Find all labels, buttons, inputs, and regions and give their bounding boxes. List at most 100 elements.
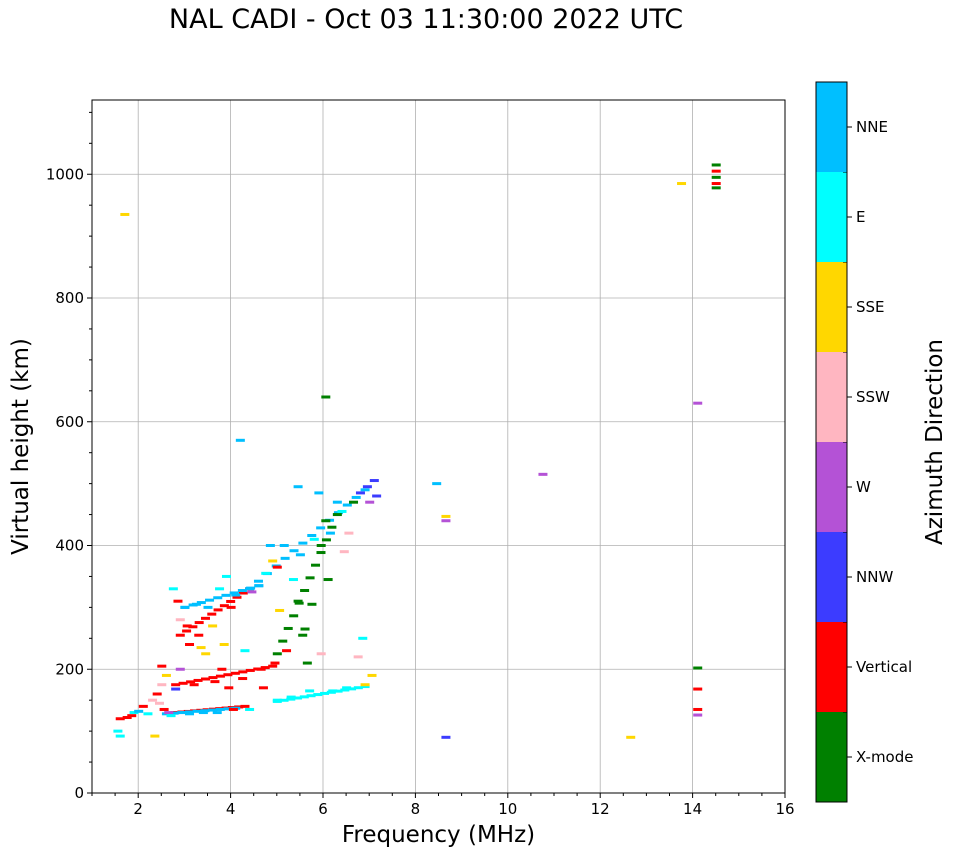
data-point xyxy=(342,503,352,507)
data-point xyxy=(677,182,687,186)
colorbar-segment xyxy=(816,532,847,622)
y-tick-label: 600 xyxy=(55,413,84,431)
data-point xyxy=(337,509,347,513)
data-point xyxy=(171,683,181,687)
data-point xyxy=(300,589,310,592)
x-tick-label: 6 xyxy=(318,800,328,818)
y-tick-label: 200 xyxy=(55,660,84,678)
data-point xyxy=(254,584,264,588)
data-point xyxy=(113,729,123,733)
y-tick-label: 0 xyxy=(74,784,84,802)
data-point xyxy=(192,709,202,713)
data-point xyxy=(693,401,703,405)
data-point xyxy=(441,519,451,523)
data-point xyxy=(289,549,299,553)
data-point xyxy=(182,624,192,628)
data-point xyxy=(256,667,266,671)
colorbar-segment xyxy=(816,442,847,532)
data-point xyxy=(313,693,323,697)
data-point xyxy=(185,643,195,646)
x-tick-label: 8 xyxy=(411,800,421,818)
data-point xyxy=(245,707,255,711)
data-point xyxy=(240,649,250,653)
data-point xyxy=(238,670,248,674)
data-point xyxy=(152,692,162,696)
x-tick-label: 2 xyxy=(133,800,143,818)
colorbar-tick-label: NNW xyxy=(856,568,893,586)
data-point xyxy=(115,717,125,721)
data-point xyxy=(538,472,548,476)
data-point xyxy=(321,519,331,523)
data-point xyxy=(316,652,326,656)
data-point xyxy=(328,689,338,693)
data-point xyxy=(314,491,324,495)
data-point xyxy=(693,707,703,711)
data-point xyxy=(711,182,721,186)
data-point xyxy=(196,646,206,650)
data-point xyxy=(231,593,241,597)
data-point xyxy=(316,544,326,547)
data-point xyxy=(432,482,442,486)
colorbar-frame xyxy=(815,81,848,803)
data-point xyxy=(219,643,229,646)
data-point xyxy=(120,212,130,216)
data-point xyxy=(711,186,721,190)
data-point xyxy=(261,571,271,575)
x-tick-label: 16 xyxy=(775,800,794,818)
data-point xyxy=(306,694,316,698)
colorbar-tick-label: X-mode xyxy=(856,748,913,766)
chart-title: NAL CADI - Oct 03 11:30:00 2022 UTC xyxy=(168,4,684,35)
data-point xyxy=(358,636,368,640)
colorbar-tick-label: SSE xyxy=(856,298,885,316)
data-point xyxy=(258,686,268,690)
data-point xyxy=(268,559,278,563)
x-tick-label: 4 xyxy=(226,800,236,818)
data-point xyxy=(148,698,158,702)
data-point xyxy=(238,591,248,595)
data-point xyxy=(182,629,192,633)
data-point xyxy=(305,689,315,693)
data-point xyxy=(280,556,290,560)
data-point xyxy=(347,687,357,691)
colorbar-segment xyxy=(816,172,847,262)
data-points xyxy=(113,163,721,739)
data-point xyxy=(295,553,305,557)
data-point xyxy=(441,735,451,739)
colorbar: X-mode Vertical NNW W SSW SSE E NNE xyxy=(815,81,913,803)
data-point xyxy=(311,563,321,567)
data-point xyxy=(288,578,298,582)
grid xyxy=(92,100,786,794)
data-point xyxy=(349,500,359,504)
data-point xyxy=(164,711,174,715)
data-point xyxy=(226,599,236,603)
data-point xyxy=(237,589,247,593)
data-point xyxy=(272,565,282,569)
data-point xyxy=(300,627,310,631)
data-point xyxy=(215,587,225,591)
data-point xyxy=(272,698,282,702)
colorbar-segment xyxy=(816,262,847,352)
data-point xyxy=(278,639,288,643)
data-point xyxy=(127,714,137,718)
data-point xyxy=(365,500,375,504)
data-point xyxy=(213,608,223,612)
data-point xyxy=(194,621,204,625)
data-point xyxy=(205,598,215,602)
data-point xyxy=(272,652,282,656)
data-point xyxy=(299,695,309,699)
data-point xyxy=(138,704,148,708)
data-point xyxy=(223,707,233,711)
data-point xyxy=(168,587,178,591)
data-point xyxy=(213,596,223,600)
data-point xyxy=(369,479,379,483)
data-point xyxy=(293,599,303,603)
data-point xyxy=(307,602,317,606)
data-point xyxy=(173,599,183,603)
data-point xyxy=(351,495,361,499)
data-point xyxy=(342,686,352,690)
data-point xyxy=(157,683,167,687)
data-point xyxy=(185,710,195,714)
data-point xyxy=(340,688,350,692)
colorbar-tick-label: SSW xyxy=(856,388,890,406)
